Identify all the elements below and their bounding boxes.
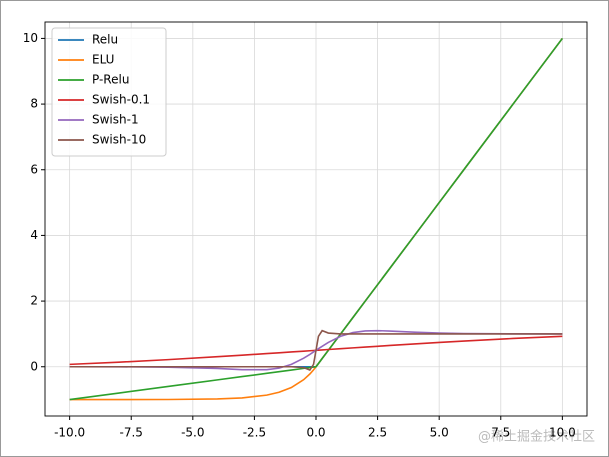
- x-tick-label: -5.0: [181, 426, 204, 440]
- x-tick-label: -7.5: [120, 426, 143, 440]
- y-tick-label: 6: [30, 162, 38, 176]
- series-line: [69, 335, 563, 366]
- y-tick-label: 4: [30, 228, 38, 242]
- series-line: [69, 329, 563, 372]
- legend-label: Swish-10: [92, 133, 146, 147]
- x-tick-label: 2.5: [368, 426, 387, 440]
- x-tick-label: 7.5: [491, 426, 510, 440]
- legend-label: ELU: [92, 53, 114, 67]
- legend-label: Relu: [92, 33, 118, 47]
- x-tick-label: 10.0: [549, 426, 576, 440]
- legend-label: Swish-0.1: [92, 93, 150, 107]
- x-tick-label: -2.5: [243, 426, 266, 440]
- series-line: [69, 329, 563, 371]
- watermark: @稀土掘金技术社区: [478, 429, 595, 445]
- legend-label: P-Relu: [92, 73, 129, 87]
- x-tick-label: 0.0: [306, 426, 325, 440]
- x-tick-label: -10.0: [54, 426, 85, 440]
- y-tick-label: 0: [30, 359, 38, 373]
- y-tick-label: 10: [23, 31, 38, 45]
- series-line: [69, 37, 563, 401]
- legend-label: Swish-1: [92, 113, 139, 127]
- axes-frame: [44, 21, 588, 417]
- legend: Relu ELU P-Relu Swish-0.1 Swish-1 Swish-10: [51, 27, 167, 157]
- y-tick-label: 8: [30, 97, 38, 111]
- x-tick-label: 5.0: [430, 426, 449, 440]
- y-tick-label: 2: [30, 294, 38, 308]
